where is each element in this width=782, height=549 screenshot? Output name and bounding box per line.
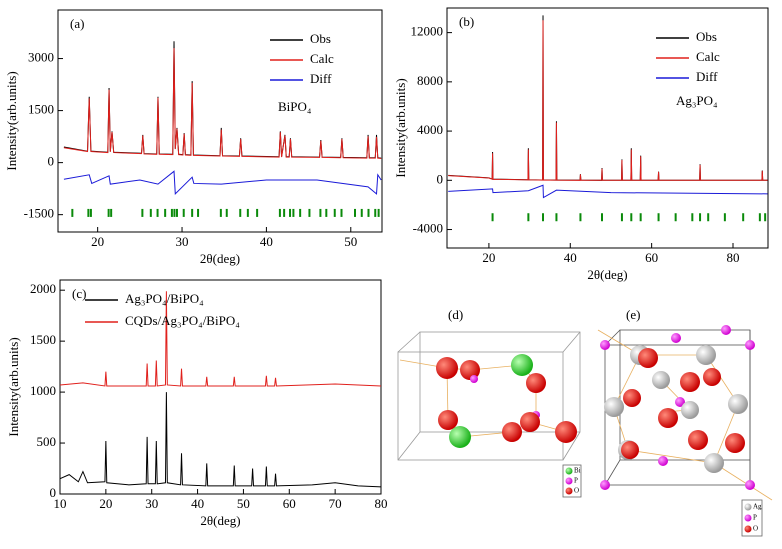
y-tick-label: 1500	[28, 102, 54, 117]
legend-label: P	[574, 477, 578, 485]
legend-label: Bi	[574, 467, 581, 475]
y-tick-label: 12000	[411, 24, 444, 39]
x-tick-label: 50	[237, 496, 250, 511]
legend-label: Ag₃PO₄/BiPO₄	[125, 291, 204, 306]
y-axis-label: Intensity(arb.units)	[6, 337, 21, 436]
x-tick-label: 80	[727, 250, 740, 265]
legend-label: Ag	[753, 503, 762, 511]
x-tick-label: 40	[564, 250, 577, 265]
series-line	[448, 184, 768, 199]
panel-label: (c)	[72, 286, 86, 301]
plot-frame	[59, 279, 382, 495]
series-line	[59, 392, 382, 488]
series-line	[63, 48, 382, 159]
y-tick-label: 0	[50, 485, 57, 500]
y-tick-label: 0	[48, 154, 55, 169]
x-tick-label: 60	[283, 496, 296, 511]
legend-label: Obs	[696, 29, 717, 44]
legend-label: O	[574, 487, 579, 495]
series-line	[448, 15, 768, 181]
series-line	[63, 170, 382, 195]
y-tick-label: 2000	[30, 281, 56, 296]
legend-label: Obs	[310, 31, 331, 46]
panel-label: (a)	[70, 16, 84, 31]
y-axis-label: Intensity(arb.units)	[393, 78, 408, 177]
x-tick-label: 30	[145, 496, 158, 511]
legend-label: P	[753, 514, 757, 522]
annotation: Ag₃PO₄	[676, 93, 718, 108]
plot-frame	[57, 9, 383, 233]
legend-label: Diff	[696, 69, 718, 84]
y-axis-label: Intensity(arb.units)	[4, 71, 19, 170]
legend-label: CQDs/Ag₃PO₄/BiPO₄	[125, 313, 240, 328]
legend-label: Calc	[310, 51, 334, 66]
series-line	[448, 20, 768, 181]
annotation: BiPO₄	[278, 99, 312, 114]
x-tick-label: 40	[260, 234, 273, 249]
y-tick-label: 3000	[28, 50, 54, 65]
legend-label: Calc	[696, 49, 720, 64]
x-tick-label: 50	[344, 234, 357, 249]
y-tick-label: 4000	[417, 122, 443, 137]
x-tick-label: 30	[176, 234, 189, 249]
structure-d: (d) Bi P O	[397, 307, 582, 498]
x-tick-label: 10	[54, 496, 67, 511]
y-tick-label: -1500	[24, 206, 54, 221]
y-tick-label: 0	[437, 171, 444, 186]
x-axis-label: 2θ(deg)	[200, 513, 240, 528]
plot-frame	[446, 7, 769, 249]
legend-label: O	[753, 525, 758, 533]
x-tick-label: 70	[329, 496, 342, 511]
legend-label: Diff	[310, 71, 332, 86]
x-axis-label: 2θ(deg)	[200, 251, 240, 266]
y-tick-label: 8000	[417, 73, 443, 88]
y-tick-label: 1500	[30, 332, 56, 347]
y-tick-label: -4000	[413, 221, 443, 236]
structure-e: (e) Ag P O	[597, 307, 773, 537]
x-tick-label: 60	[645, 250, 658, 265]
series-line	[59, 291, 382, 387]
panel-label: (b)	[459, 14, 474, 29]
x-tick-label: 40	[191, 496, 204, 511]
x-tick-label: 20	[482, 250, 495, 265]
panel-label: (e)	[626, 307, 640, 322]
x-tick-label: 80	[375, 496, 388, 511]
panel-label: (d)	[448, 307, 463, 322]
y-tick-label: 500	[37, 434, 57, 449]
x-tick-label: 20	[99, 496, 112, 511]
x-tick-label: 20	[91, 234, 104, 249]
y-tick-label: 1000	[30, 383, 56, 398]
x-axis-label: 2θ(deg)	[587, 267, 627, 282]
